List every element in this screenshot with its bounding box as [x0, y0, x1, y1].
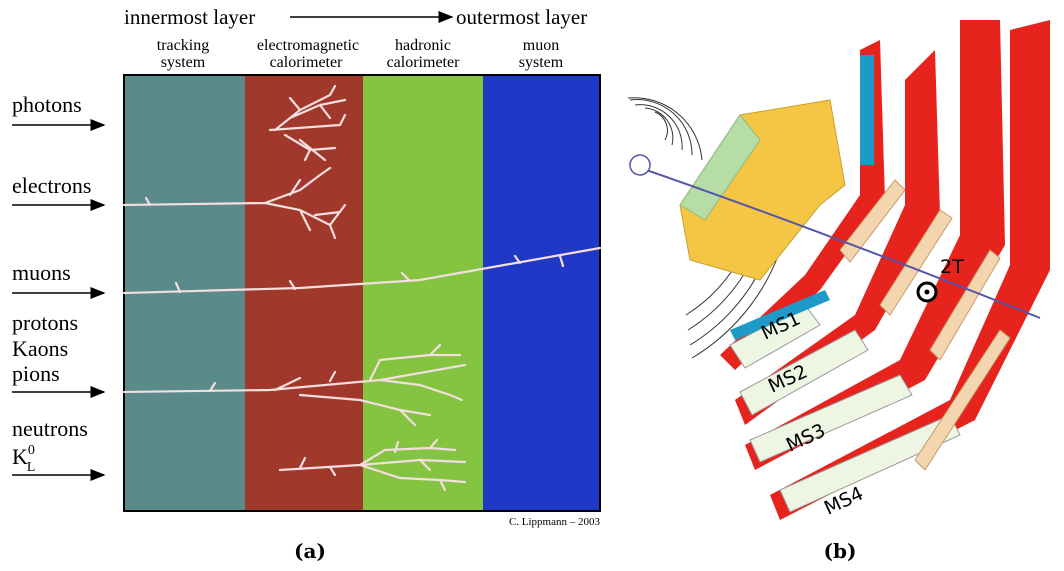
- innermost-label: innermost layer: [124, 5, 255, 29]
- credit: C. Lippmann – 2003: [509, 516, 601, 528]
- figure: innermost layer outermost layer tracking…: [0, 0, 1064, 571]
- particle-label: electrons: [12, 173, 91, 198]
- field-dot: [925, 290, 930, 295]
- particle-label: neutrons: [12, 416, 88, 441]
- particle-label: muons: [12, 260, 71, 285]
- layer-label: muon: [523, 37, 559, 54]
- kaon-base: K: [12, 444, 28, 469]
- layer-label: tracking: [157, 37, 209, 54]
- layer-label: calorimeter: [387, 54, 461, 71]
- outermost-label: outermost layer: [456, 5, 587, 29]
- field-into: [630, 155, 650, 175]
- caption: (b): [824, 539, 857, 563]
- hadronic-layer: [363, 75, 483, 511]
- kaon-sup: 0: [28, 443, 35, 458]
- layer-label: hadronic: [395, 37, 451, 54]
- particle-label: protons: [12, 310, 78, 335]
- layer-label: system: [161, 54, 206, 71]
- em-layer: [245, 75, 363, 511]
- muon-layer: [483, 75, 600, 511]
- caption: (a): [294, 539, 326, 563]
- layer-label: calorimeter: [270, 54, 344, 71]
- particle-label: photons: [12, 92, 82, 117]
- layer-label: system: [519, 54, 564, 71]
- layer-label: electromagnetic: [257, 37, 359, 54]
- kaon-long-label: K0 L: [12, 443, 35, 475]
- blue-strip: [860, 55, 874, 165]
- panel-a: innermost layer outermost layer tracking…: [12, 5, 600, 563]
- panel-b: 2T MS1 MS2 MS3 MS4 (b): [628, 20, 1050, 563]
- kaon-sub: L: [27, 460, 36, 475]
- particle-label: Kaons: [12, 336, 68, 361]
- particle-label: pions: [12, 361, 60, 386]
- field-label: 2T: [940, 256, 964, 278]
